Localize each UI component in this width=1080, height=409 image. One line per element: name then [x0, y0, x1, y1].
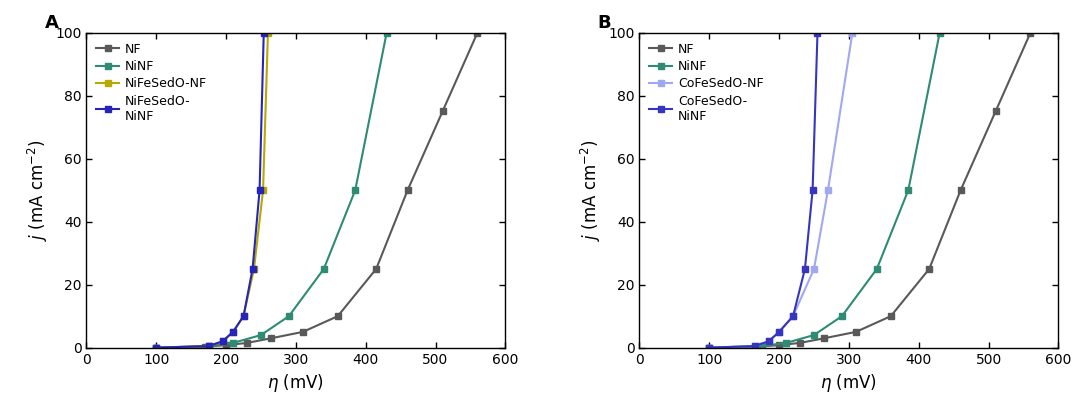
NiNF	[380, 30, 393, 35]
NF	[332, 314, 345, 319]
NF	[885, 314, 897, 319]
CoFeSedO-
NiNF	[748, 344, 761, 348]
Line: NiNF: NiNF	[152, 29, 390, 351]
Line: NF: NF	[706, 29, 1034, 351]
CoFeSedO-
NiNF	[762, 339, 775, 344]
Line: NiFeSedO-
NiNF: NiFeSedO- NiNF	[152, 29, 267, 351]
X-axis label: $\eta$ (mV): $\eta$ (mV)	[821, 372, 877, 394]
CoFeSedO-
NiNF	[798, 267, 811, 272]
CoFeSedO-NF	[772, 330, 785, 335]
CoFeSedO-NF	[808, 267, 821, 272]
NiFeSedO-NF	[227, 330, 240, 335]
CoFeSedO-
NiNF	[786, 314, 799, 319]
NiFeSedO-
NiNF	[246, 267, 259, 272]
NiNF	[902, 188, 915, 193]
NF	[794, 340, 807, 345]
NiFeSedO-NF	[237, 314, 249, 319]
NiNF	[703, 345, 716, 350]
NiFeSedO-NF	[247, 267, 260, 272]
CoFeSedO-NF	[703, 345, 716, 350]
NF	[850, 330, 863, 335]
CoFeSedO-NF	[786, 314, 799, 319]
CoFeSedO-NF	[748, 344, 761, 348]
NiFeSedO-
NiNF	[216, 339, 229, 344]
NF	[369, 267, 382, 272]
CoFeSedO-NF	[822, 188, 835, 193]
NiNF	[227, 340, 240, 345]
Text: A: A	[44, 14, 58, 32]
NiNF	[318, 267, 330, 272]
NiFeSedO-NF	[202, 344, 215, 348]
NF	[401, 188, 414, 193]
NiNF	[933, 30, 946, 35]
NiNF	[780, 340, 793, 345]
NiFeSedO-
NiNF	[227, 330, 240, 335]
NiFeSedO-
NiNF	[253, 188, 266, 193]
NiFeSedO-
NiNF	[150, 345, 163, 350]
Line: NiFeSedO-NF: NiFeSedO-NF	[152, 29, 271, 351]
Line: CoFeSedO-NF: CoFeSedO-NF	[706, 29, 855, 351]
Line: NF: NF	[152, 29, 481, 351]
NiFeSedO-
NiNF	[202, 344, 215, 348]
CoFeSedO-
NiNF	[772, 330, 785, 335]
NiFeSedO-NF	[261, 30, 274, 35]
Y-axis label: $j$ (mA cm$^{-2}$): $j$ (mA cm$^{-2}$)	[579, 139, 603, 241]
NiFeSedO-
NiNF	[257, 30, 270, 35]
NF	[296, 330, 309, 335]
CoFeSedO-
NiNF	[811, 30, 824, 35]
Legend: NF, NiNF, CoFeSedO-NF, CoFeSedO-
NiNF: NF, NiNF, CoFeSedO-NF, CoFeSedO- NiNF	[646, 39, 768, 127]
NF	[818, 336, 831, 341]
Line: NiNF: NiNF	[706, 29, 943, 351]
Line: CoFeSedO-
NiNF: CoFeSedO- NiNF	[706, 29, 821, 351]
NiFeSedO-
NiNF	[237, 314, 249, 319]
CoFeSedO-NF	[762, 339, 775, 344]
NiNF	[836, 314, 849, 319]
NF	[954, 188, 967, 193]
NiNF	[349, 188, 362, 193]
NF	[989, 109, 1002, 114]
NiNF	[283, 314, 296, 319]
NF	[772, 343, 785, 348]
CoFeSedO-
NiNF	[806, 188, 819, 193]
NiNF	[255, 333, 268, 337]
Y-axis label: $j$ (mA cm$^{-2}$): $j$ (mA cm$^{-2}$)	[26, 139, 50, 241]
NF	[471, 30, 484, 35]
NF	[1024, 30, 1037, 35]
NF	[150, 345, 163, 350]
NiNF	[870, 267, 883, 272]
CoFeSedO-NF	[846, 30, 859, 35]
NiFeSedO-NF	[257, 188, 270, 193]
NF	[436, 109, 449, 114]
CoFeSedO-
NiNF	[703, 345, 716, 350]
Text: B: B	[597, 14, 611, 32]
NiNF	[202, 344, 215, 348]
NF	[922, 267, 935, 272]
NF	[752, 344, 765, 349]
NF	[199, 344, 212, 349]
NiFeSedO-NF	[150, 345, 163, 350]
NiNF	[755, 344, 768, 348]
NiNF	[808, 333, 821, 337]
NF	[703, 345, 716, 350]
Legend: NF, NiNF, NiFeSedO-NF, NiFeSedO-
NiNF: NF, NiNF, NiFeSedO-NF, NiFeSedO- NiNF	[93, 39, 211, 127]
NF	[265, 336, 278, 341]
X-axis label: $\eta$ (mV): $\eta$ (mV)	[268, 372, 324, 394]
NiFeSedO-NF	[216, 339, 229, 344]
NF	[241, 340, 254, 345]
NF	[219, 343, 232, 348]
NiNF	[150, 345, 163, 350]
